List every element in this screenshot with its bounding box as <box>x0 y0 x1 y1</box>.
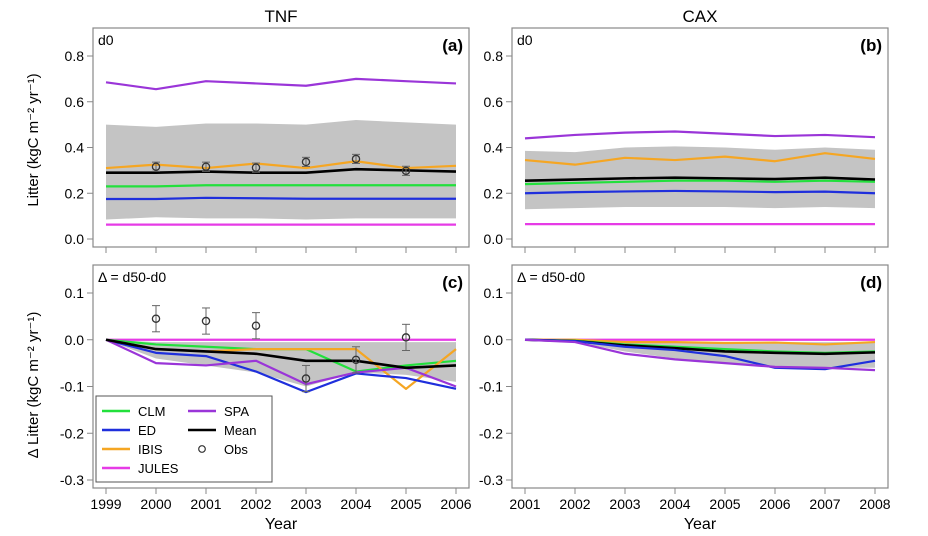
y-tick-label: 0.8 <box>65 48 85 64</box>
y-tick-label: -0.1 <box>479 379 503 395</box>
obs-point <box>201 162 211 171</box>
panel-b: 0.0 0.2 0.4 0.6 0.8 d0 (b) <box>484 27 889 253</box>
x-tick-label: 1999 <box>90 496 121 512</box>
obs-point <box>301 157 311 167</box>
panel-frame <box>92 27 470 248</box>
x-tick-label: 2002 <box>240 496 271 512</box>
series-line-mean <box>524 176 876 182</box>
y-tick-label: 0.1 <box>484 285 504 301</box>
panel-a: 0.0 0.2 0.4 0.6 0.8 d0 (a) <box>65 27 470 253</box>
panel-label: (b) <box>860 36 882 55</box>
series-line-ibis <box>105 160 457 170</box>
panel-annotation: Δ = d50-d0 <box>517 269 585 285</box>
obs-point <box>301 374 311 383</box>
y-tick-label: 0.4 <box>484 140 504 156</box>
legend-label-obs: Obs <box>224 442 248 457</box>
y-tick-label: 0.2 <box>65 185 85 201</box>
legend-label-clm: CLM <box>138 404 165 419</box>
panel-annotation: Δ = d50-d0 <box>98 269 166 285</box>
column-title-cax: CAX <box>683 7 718 26</box>
legend-label-mean: Mean <box>224 423 257 438</box>
obs-point <box>351 154 361 164</box>
x-axis-label-left: Year <box>265 516 298 533</box>
y-tick-label: 0.0 <box>65 231 85 247</box>
x-tick-label: 2008 <box>859 496 890 512</box>
y-tick-label: -0.2 <box>479 425 503 441</box>
x-tick-label: 2003 <box>609 496 640 512</box>
x-tick-label: 2004 <box>340 496 371 512</box>
x-tick-label: 2000 <box>140 496 171 512</box>
y-tick-label: -0.2 <box>60 425 84 441</box>
legend-label-ibis: IBIS <box>138 442 163 457</box>
y-tick-label: 0.2 <box>484 185 504 201</box>
y-tick-label: 0.8 <box>484 48 504 64</box>
y-tick-label: -0.3 <box>479 472 503 488</box>
series-line-spa <box>105 77 457 91</box>
series-line-clm <box>106 184 456 188</box>
panel-annotation: d0 <box>517 32 533 48</box>
y-axis-label-top: Litter (kgC m⁻² yr⁻¹) <box>25 73 42 206</box>
obs-point <box>251 163 261 172</box>
x-axis-label-right: Year <box>684 516 717 533</box>
obs-point <box>201 316 211 326</box>
x-tick-label: 2005 <box>709 496 740 512</box>
obs-point <box>401 333 411 342</box>
y-tick-label: 0.0 <box>65 332 85 348</box>
legend-swatch-obs <box>198 445 206 453</box>
y-axis-label-bottom: Δ Litter (kgC m⁻² yr⁻¹) <box>25 312 42 459</box>
y-tick-label: 0.6 <box>65 94 85 110</box>
panel-frame <box>511 27 889 248</box>
x-tick-label: 2004 <box>659 496 690 512</box>
obs-point <box>151 162 161 171</box>
series-line-clm <box>524 179 876 186</box>
series-line-ed <box>524 338 876 371</box>
x-tick-label: 2006 <box>759 496 790 512</box>
model-range-band <box>106 120 456 220</box>
legend-label-spa: SPA <box>224 404 249 419</box>
x-tick-label: 2003 <box>290 496 321 512</box>
panel-frame <box>92 264 470 489</box>
panel-frame <box>511 264 889 489</box>
series-line-spa <box>524 338 876 372</box>
x-tick-label: 2006 <box>440 496 471 512</box>
series-line-ed <box>524 189 876 195</box>
panel-c: -0.3 -0.2 -0.1 0.0 0.1 1999 2000 2001 2002 2003 20… <box>60 264 472 512</box>
y-tick-label: 0.4 <box>65 140 85 156</box>
panel-annotation: d0 <box>98 32 114 48</box>
series-line-ibis <box>525 338 876 346</box>
series-line-ed <box>105 338 457 394</box>
obs-point <box>351 355 361 365</box>
y-tick-label: 0.1 <box>65 285 85 301</box>
panel-d: -0.3 -0.2 -0.1 0.0 0.1 2001 2002 2003 2004 2005 20… <box>479 264 891 512</box>
legend-label-ed: ED <box>138 423 156 438</box>
panel-label: (d) <box>860 273 882 292</box>
x-tick-label: 2001 <box>190 496 221 512</box>
y-tick-label: -0.1 <box>60 379 84 395</box>
column-title-tnf: TNF <box>264 7 297 26</box>
legend: CLM SPA ED Mean IBIS Obs JULES <box>95 395 273 483</box>
series-line-mean <box>105 338 457 370</box>
y-tick-label: 0.0 <box>484 332 504 348</box>
series-line-mean <box>106 167 457 174</box>
x-tick-label: 2007 <box>809 496 840 512</box>
series-line-spa <box>524 130 876 140</box>
obs-point <box>401 166 411 176</box>
x-tick-label: 2001 <box>509 496 540 512</box>
series-line-ibis <box>524 152 876 166</box>
y-tick-label: 0.0 <box>484 231 504 247</box>
x-tick-label: 2002 <box>559 496 590 512</box>
series-line-ed <box>106 196 456 201</box>
x-tick-label: 2005 <box>390 496 421 512</box>
panel-label: (c) <box>442 273 463 292</box>
panel-label: (a) <box>442 36 463 55</box>
legend-label-jules: JULES <box>138 461 179 476</box>
y-tick-label: 0.6 <box>484 94 504 110</box>
panels: 0.0 0.2 0.4 0.6 0.8 d0 (a) 0.0 0.2 0.4 0.6 0.8 d0 (b)… <box>60 27 891 512</box>
y-tick-label: -0.3 <box>60 472 84 488</box>
obs-point <box>251 321 261 330</box>
series-line-spa <box>105 338 457 388</box>
obs-point <box>151 314 161 323</box>
